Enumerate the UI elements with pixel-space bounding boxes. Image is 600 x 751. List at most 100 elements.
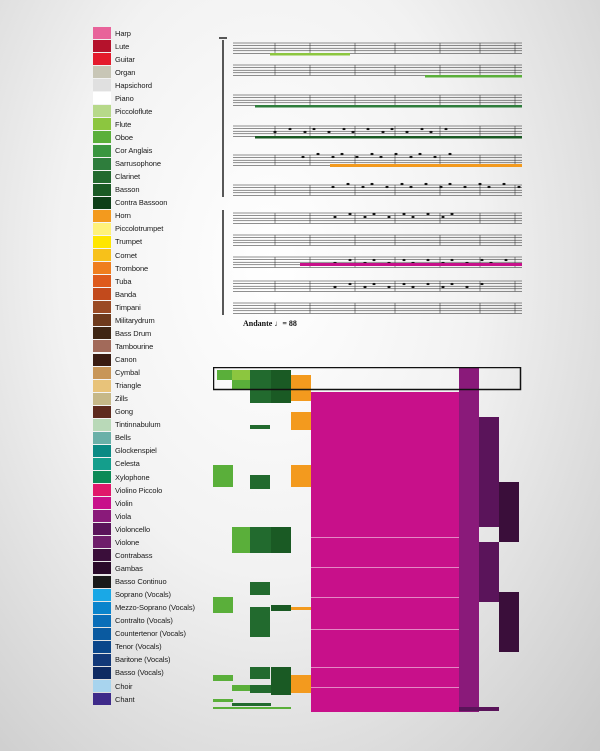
legend-label: Contra Bassoon [115, 198, 168, 208]
legend-swatch [93, 575, 111, 588]
legend-item: Sarrusophone [93, 157, 161, 170]
heatmap-cell [459, 707, 499, 711]
legend-swatch [93, 327, 111, 340]
legend-label: Contrabass [115, 550, 153, 560]
legend-item: Soprano (Vocals) [93, 588, 171, 601]
heatmap-cell [232, 703, 271, 706]
legend-item: Harp [93, 27, 131, 39]
heatmap-cell [250, 685, 271, 693]
legend-label: Gambas [115, 563, 143, 573]
legend-swatch [93, 601, 111, 614]
legend-label: Tambourine [115, 341, 154, 351]
heatmap-cell [250, 390, 271, 403]
heatmap-cell [232, 370, 250, 380]
legend-item: Chant [93, 693, 135, 706]
music-score-excerpt: Andante ♩= 88 [219, 37, 522, 328]
legend-label: Gong [115, 407, 133, 417]
legend-swatch [93, 79, 111, 92]
heatmap-cell [271, 370, 291, 380]
legend-swatch [93, 66, 111, 79]
heatmap-cell [250, 667, 270, 679]
legend-item: Violino Piccolo [93, 484, 163, 497]
legend-label: Violin [115, 498, 133, 508]
legend-label: Canon [115, 355, 137, 364]
legend-label: Tuba [115, 276, 132, 286]
legend-label: Bells [115, 433, 131, 443]
instrumentation-heatmap [213, 367, 522, 712]
heatmap-cell [479, 542, 499, 602]
legend-item: Choir [93, 680, 133, 692]
legend-item: Piccoloflute [93, 105, 152, 118]
legend-swatch [93, 366, 111, 379]
legend-swatch [93, 196, 111, 209]
legend-swatch [93, 653, 111, 666]
legend-label: Triangle [115, 381, 142, 391]
legend-swatch [93, 131, 111, 144]
heatmap-cell [499, 592, 519, 652]
legend-swatch [93, 536, 111, 549]
legend-swatch [93, 418, 111, 431]
legend-swatch [93, 379, 111, 392]
legend-item: Celesta [93, 457, 140, 470]
legend-item: Hapsichord [93, 79, 152, 92]
legend-swatch [93, 235, 111, 248]
legend-item: Basso Continuo [93, 575, 167, 588]
score-staves [219, 37, 522, 315]
legend-label: Oboe [115, 132, 133, 142]
legend-swatch [93, 353, 111, 366]
legend-swatch [93, 27, 111, 39]
legend-item: Tambourine [93, 340, 154, 353]
legend-swatch [93, 144, 111, 157]
legend-label: Tintinnabulum [115, 420, 161, 430]
legend-label: Militarydrum [115, 315, 155, 325]
heatmap-cell [217, 370, 232, 380]
legend-label: Bass Drum [115, 328, 152, 338]
heatmap-cell [250, 475, 270, 489]
legend-swatch [93, 340, 111, 353]
legend-item: Contrabass [93, 549, 153, 562]
legend-item: Bells [93, 431, 131, 444]
legend-item: Piano [93, 92, 134, 105]
legend-item: Basson [93, 183, 140, 196]
legend-item: Tuba [93, 275, 132, 288]
legend-swatch [93, 523, 111, 536]
legend-label: Violino Piccolo [115, 485, 163, 495]
legend-item: Countertenor (Vocals) [93, 627, 186, 640]
heatmap-cell [213, 699, 233, 702]
legend-label: Choir [115, 681, 133, 691]
heatmap-cell [271, 605, 291, 611]
legend-item: Canon [93, 353, 137, 366]
legend-swatch [93, 693, 111, 706]
legend-swatch [93, 497, 111, 510]
legend-label: Xylophone [115, 472, 150, 482]
legend-label: Cor Anglais [115, 146, 153, 156]
legend-item: Mezzo-Soprano (Vocals) [93, 601, 195, 614]
score-highlights [255, 53, 522, 266]
legend-swatch [93, 183, 111, 196]
legend-item: Baritone (Vocals) [93, 653, 171, 666]
legend-item: Clarinet [93, 170, 140, 183]
legend-label: Hapsichord [115, 80, 152, 90]
legend-label: Tenor (Vocals) [115, 642, 162, 652]
heatmap-cell [459, 367, 479, 712]
heatmap-cell [213, 675, 233, 681]
legend-swatch [93, 314, 111, 327]
legend-label: Timpani [115, 302, 141, 312]
legend-item: Violin [93, 497, 133, 510]
legend-label: Viola [115, 511, 132, 521]
heatmap-cell [291, 675, 311, 693]
selection-frame[interactable] [213, 367, 522, 391]
legend-label: Basson [115, 185, 140, 195]
heatmap-cell [479, 417, 499, 467]
legend-swatch [93, 392, 111, 405]
legend-swatch [93, 680, 111, 692]
legend-swatch [93, 170, 111, 183]
legend-label: Trumpet [115, 237, 142, 247]
legend-label: Mezzo-Soprano (Vocals) [115, 603, 195, 613]
legend-item: Gambas [93, 562, 143, 575]
legend-swatch [93, 562, 111, 575]
legend-swatch [93, 614, 111, 627]
legend-swatch [93, 431, 111, 444]
legend-swatch [93, 457, 111, 470]
legend-label: Harp [115, 28, 131, 38]
